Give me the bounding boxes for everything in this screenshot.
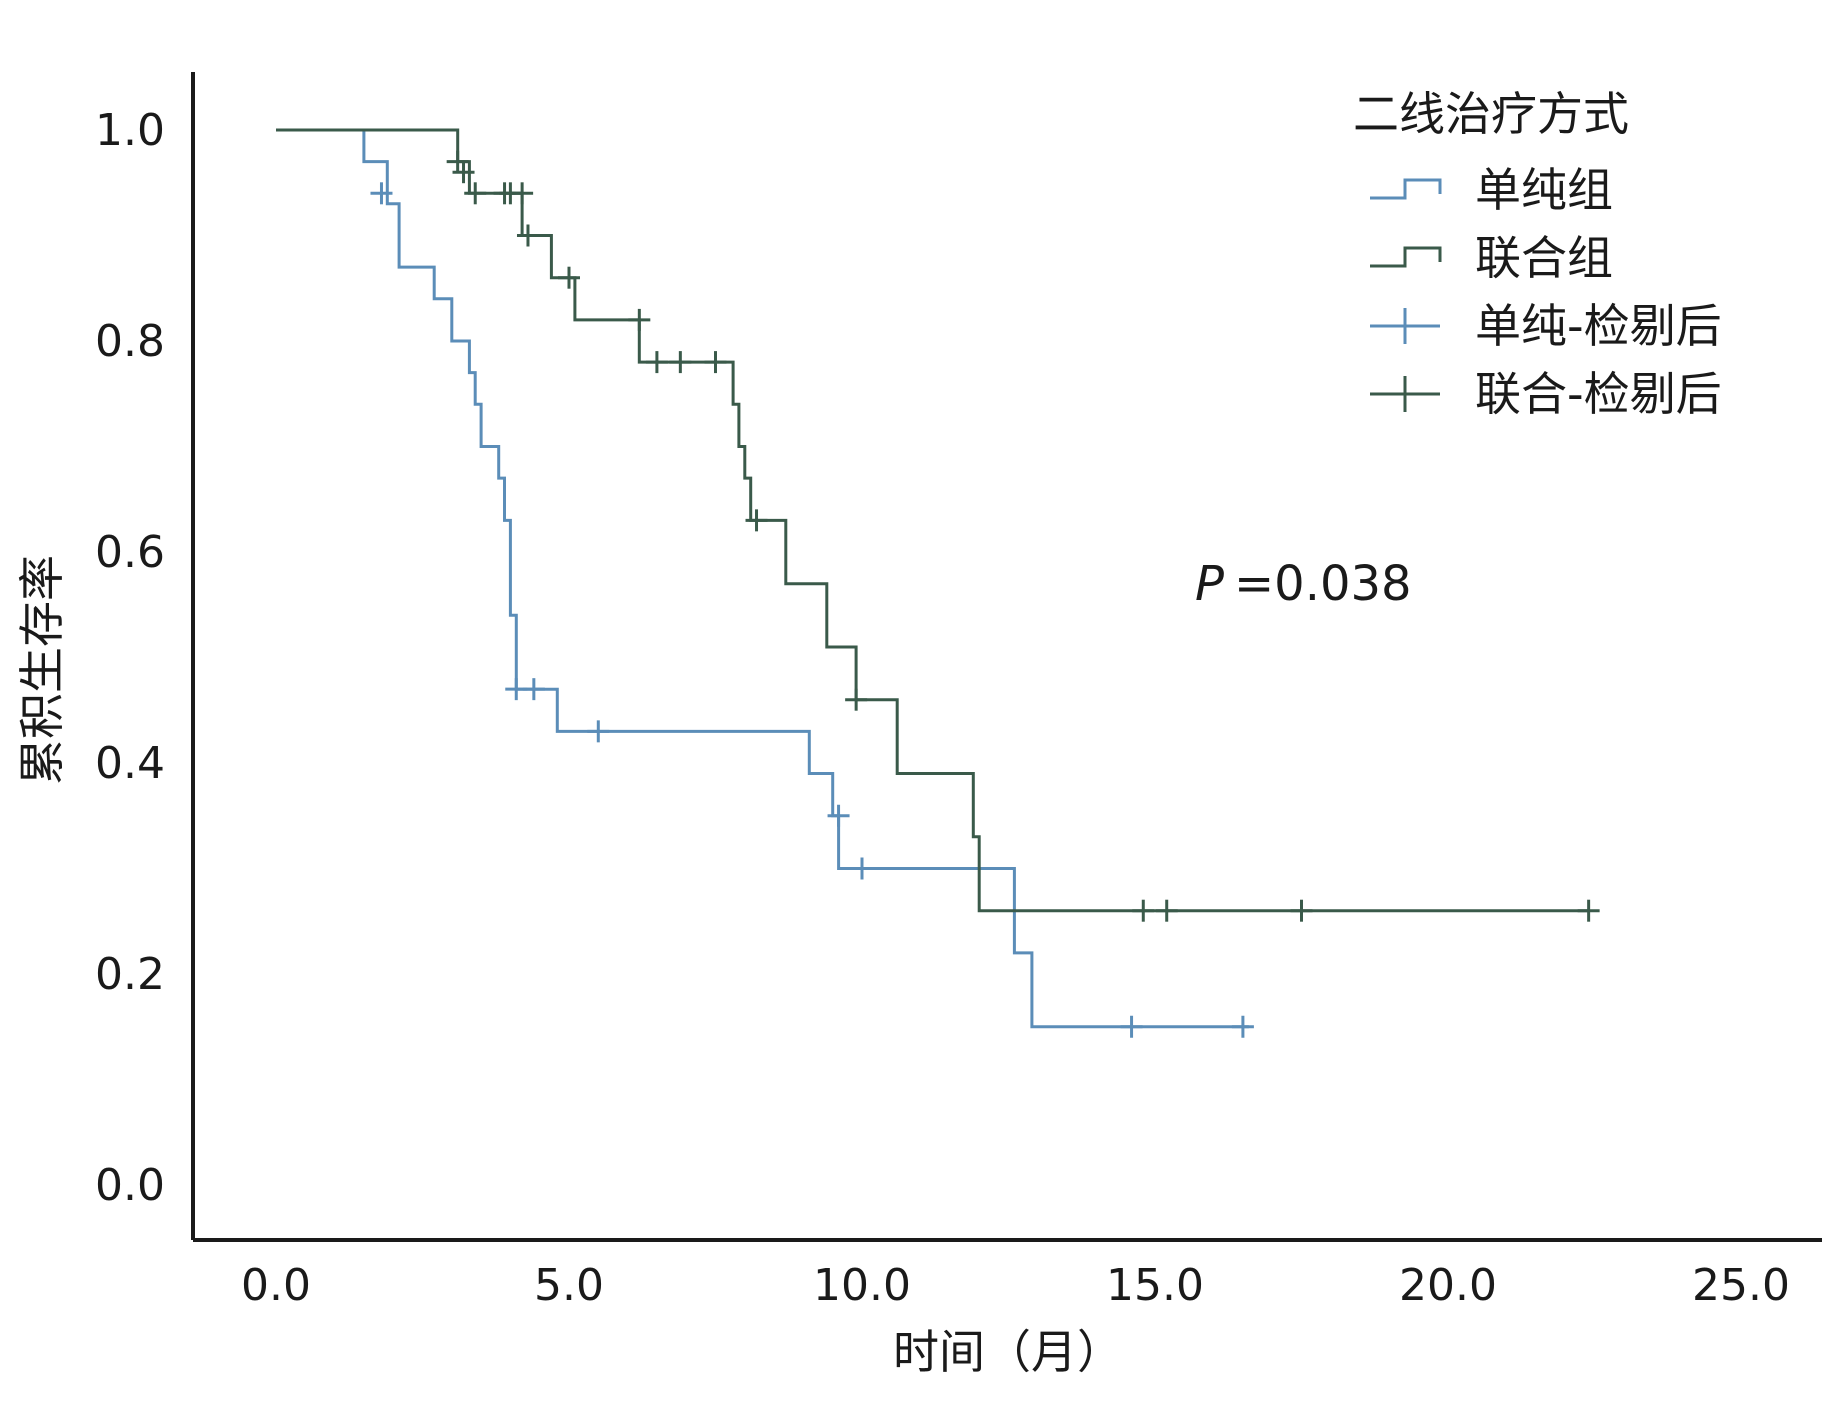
legend-label: 联合组 xyxy=(1475,231,1613,285)
censor-mark xyxy=(511,182,534,205)
censor-mark xyxy=(452,161,475,184)
censor-mark xyxy=(851,857,873,880)
y-tick-labels: 0.0 0.2 0.4 0.6 0.8 1.0 xyxy=(95,105,165,1211)
survival-step-line xyxy=(276,128,1589,913)
x-axis-title: 时间（月） xyxy=(893,1325,1123,1379)
x-tick-labels: 0.0 5.0 10.0 15.0 20.0 25.0 xyxy=(241,1260,1790,1311)
censor-mark xyxy=(464,182,487,205)
censor-mark xyxy=(1155,899,1178,922)
survival-step-line xyxy=(276,128,1249,1029)
censor-mark xyxy=(446,150,469,173)
p-value-annotation: P =0.038 xyxy=(1195,556,1412,612)
censor-mark xyxy=(516,224,539,247)
axes xyxy=(191,72,1822,1242)
series-layer xyxy=(276,128,1600,1038)
legend-item: 单纯-检剔后 xyxy=(1370,299,1722,353)
censor-mark xyxy=(669,351,692,374)
censor-mark xyxy=(522,678,545,701)
censor-mark xyxy=(827,804,850,827)
legend-step-swatch xyxy=(1370,246,1442,268)
y-tick-label: 1.0 xyxy=(95,105,165,156)
censor-mark xyxy=(645,351,668,374)
legend-label: 单纯-检剔后 xyxy=(1475,299,1722,353)
censor-mark xyxy=(745,509,768,532)
censor-mark xyxy=(1120,1015,1143,1038)
y-tick-label: 0.0 xyxy=(95,1160,165,1211)
y-axis-title: 累积生存率 xyxy=(15,555,69,785)
legend-item: 联合-检剔后 xyxy=(1370,367,1722,421)
series-2 xyxy=(276,128,1600,922)
y-tick-label: 0.6 xyxy=(95,527,165,578)
x-tick-label: 15.0 xyxy=(1106,1260,1204,1311)
x-tick-label: 25.0 xyxy=(1692,1260,1790,1311)
y-tick-label: 0.2 xyxy=(95,949,165,1000)
x-tick-label: 5.0 xyxy=(534,1260,604,1311)
censor-mark xyxy=(845,688,868,711)
censor-mark xyxy=(370,182,393,205)
censor-mark xyxy=(1231,1015,1254,1038)
x-tick-label: 20.0 xyxy=(1399,1260,1497,1311)
x-tick-label: 10.0 xyxy=(813,1260,911,1311)
legend-item: 单纯组 xyxy=(1370,163,1613,217)
legend-title: 二线治疗方式 xyxy=(1353,87,1629,141)
y-tick-label: 0.4 xyxy=(95,738,165,789)
y-tick-label: 0.8 xyxy=(95,316,165,367)
censor-mark xyxy=(704,351,727,374)
censor-mark xyxy=(1290,899,1313,922)
legend-label: 联合-检剔后 xyxy=(1475,367,1722,421)
censor-mark xyxy=(558,266,580,289)
x-tick-label: 0.0 xyxy=(241,1260,311,1311)
legend-step-swatch xyxy=(1370,178,1442,200)
censor-mark xyxy=(1132,899,1155,922)
censor-mark xyxy=(587,720,610,743)
p-value-symbol: P xyxy=(1195,556,1224,612)
p-value-number: =0.038 xyxy=(1234,556,1412,612)
censor-mark xyxy=(1577,899,1600,922)
legend-item: 联合组 xyxy=(1370,231,1613,285)
censor-mark xyxy=(628,308,651,331)
legend-label: 单纯组 xyxy=(1475,163,1613,217)
series-1 xyxy=(276,128,1254,1038)
